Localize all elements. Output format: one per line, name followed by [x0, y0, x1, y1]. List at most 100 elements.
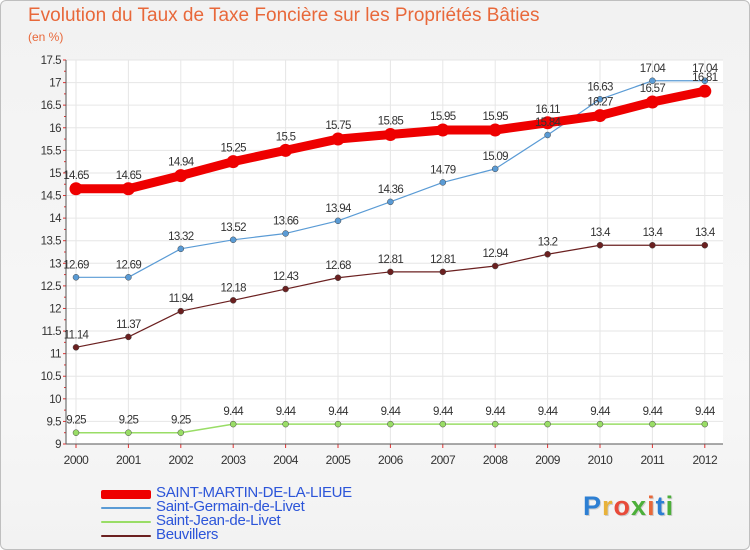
data-point-0 [593, 109, 607, 123]
data-point-2 [334, 420, 342, 428]
data-label: 14.94 [168, 157, 195, 169]
data-label: 12.68 [325, 260, 351, 272]
data-point-0 [331, 132, 345, 146]
data-label: 14.36 [378, 184, 404, 196]
data-point-3 [439, 268, 447, 276]
data-label: 9.44 [433, 406, 454, 418]
data-label: 12.94 [483, 248, 510, 260]
data-point-3 [334, 274, 342, 282]
data-label: 12.69 [63, 259, 89, 271]
data-point-3 [387, 268, 394, 276]
x-tick-label: 2005 [326, 453, 352, 467]
legend-label: SAINT-MARTIN-DE-LA-LIEUE [156, 484, 352, 501]
data-point-1 [177, 245, 185, 253]
data-label: 11.94 [169, 293, 195, 305]
data-label: 12.81 [430, 254, 456, 266]
data-point-2 [72, 429, 80, 436]
data-point-0 [383, 128, 397, 142]
data-label: 9.25 [171, 415, 191, 427]
x-tick-label: 2004 [273, 453, 299, 467]
legend-label: Beuvillers [156, 526, 219, 543]
data-point-3 [282, 285, 289, 293]
data-point-2 [596, 420, 604, 428]
x-tick-label: 2003 [221, 453, 247, 467]
data-point-3 [544, 251, 551, 258]
y-tick-label: 15.5 [41, 145, 61, 157]
data-label: 13.52 [221, 222, 247, 234]
y-tick-label: 14.5 [41, 191, 61, 203]
legend-swatch [101, 521, 151, 523]
data-label: 13.4 [643, 227, 664, 239]
data-label: 12.69 [116, 259, 142, 271]
data-point-2 [491, 420, 499, 428]
data-label: 9.44 [485, 406, 506, 418]
data-point-0 [436, 123, 450, 137]
data-label: 16.27 [587, 97, 613, 109]
proxiti-logo: Proxiti [583, 491, 674, 522]
data-point-3 [177, 307, 185, 315]
data-label: 14.65 [116, 170, 142, 182]
data-label: 16.11 [535, 104, 560, 116]
data-label: 15.09 [483, 151, 509, 163]
data-label: 15.84 [535, 117, 562, 129]
data-label: 14.65 [63, 170, 89, 182]
data-label: 16.57 [640, 83, 666, 95]
data-label: 11.14 [64, 329, 90, 341]
data-point-1 [491, 165, 499, 173]
y-tick-label: 11.5 [41, 326, 61, 338]
y-tick-label: 9 [55, 439, 61, 451]
data-point-1 [649, 77, 656, 85]
y-tick-label: 11 [50, 349, 61, 361]
data-label: 13.94 [325, 203, 352, 215]
data-label: 12.18 [221, 282, 247, 294]
legend-swatch [101, 535, 151, 537]
data-label: 15.95 [430, 111, 456, 123]
x-tick-label: 2002 [168, 453, 194, 467]
data-label: 17.04 [692, 63, 719, 75]
y-tick-label: 12 [49, 303, 61, 315]
data-point-1 [229, 236, 237, 244]
data-label: 9.44 [328, 406, 349, 418]
chart-subtitle: (en %) [28, 30, 64, 44]
x-tick-label: 2001 [116, 453, 142, 467]
data-label: 13.2 [538, 236, 558, 248]
y-tick-label: 16.5 [41, 100, 61, 112]
y-tick-label: 10.5 [41, 371, 61, 383]
x-tick-label: 2008 [483, 453, 509, 467]
data-point-0 [698, 84, 712, 98]
data-point-2 [282, 420, 289, 428]
data-label: 13.66 [273, 215, 299, 227]
data-point-0 [226, 155, 240, 169]
data-label: 9.44 [643, 406, 664, 418]
data-point-3 [72, 344, 80, 351]
data-point-2 [649, 420, 656, 428]
data-point-0 [121, 182, 135, 196]
data-label: 9.44 [381, 406, 402, 418]
data-point-1 [439, 179, 447, 186]
x-tick-label: 2012 [692, 453, 718, 467]
logo-letter: i [647, 491, 656, 521]
data-label: 9.44 [590, 406, 611, 418]
data-point-3 [125, 333, 132, 341]
data-point-2 [177, 429, 185, 436]
logo-letter: i [665, 491, 675, 521]
y-tick-label: 13 [49, 258, 61, 270]
data-label: 9.44 [538, 406, 559, 418]
y-tick-label: 16 [49, 123, 61, 135]
x-tick-label: 2000 [64, 453, 90, 467]
data-label: 15.85 [378, 116, 404, 128]
x-tick-label: 2011 [640, 453, 665, 467]
data-point-2 [544, 420, 551, 428]
data-label: 9.25 [66, 415, 86, 427]
logo-letter: o [613, 491, 632, 521]
data-label: 13.32 [168, 231, 194, 243]
data-label: 9.44 [276, 406, 297, 418]
x-tick-label: 2009 [535, 453, 561, 467]
data-point-1 [334, 217, 342, 225]
logo-letter: r [602, 491, 614, 521]
data-point-2 [701, 420, 709, 428]
data-label: 9.44 [223, 406, 244, 418]
y-tick-label: 10 [49, 394, 61, 406]
